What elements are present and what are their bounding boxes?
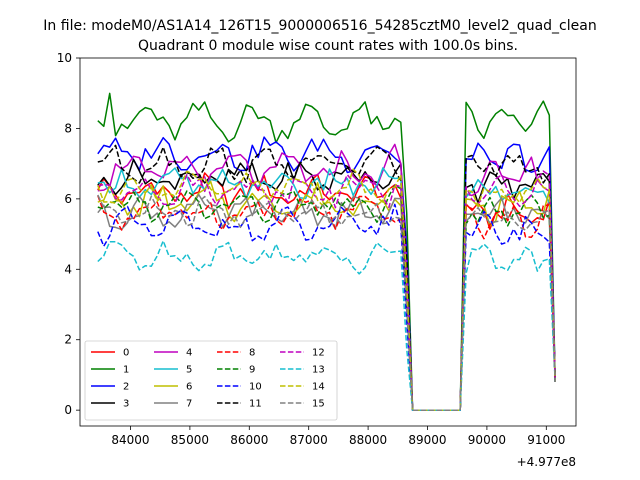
x-tick-label: 91000 — [527, 433, 565, 447]
series-line-2 — [97, 136, 556, 411]
plot-frame — [79, 57, 577, 427]
x-tick-label: 89000 — [408, 433, 446, 447]
x-tick-label: 84000 — [111, 433, 149, 447]
legend-label-12: 12 — [312, 348, 325, 359]
legend-label-13: 13 — [312, 365, 325, 376]
legend-box — [84, 340, 338, 421]
y-tick-label: 4 — [64, 262, 72, 276]
legend-label-7: 7 — [186, 399, 192, 410]
legend-label-15: 15 — [312, 399, 325, 410]
y-tick-label: 6 — [64, 192, 72, 206]
x-tick-label: 86000 — [230, 433, 268, 447]
x-tick-label: 90000 — [468, 433, 506, 447]
series-line-13 — [97, 240, 556, 411]
series-line-12 — [97, 170, 556, 411]
legend-label-2: 2 — [123, 382, 129, 393]
legend-label-8: 8 — [249, 348, 255, 359]
series-line-11 — [97, 144, 556, 411]
legend-label-0: 0 — [123, 348, 129, 359]
series-line-7 — [97, 193, 556, 411]
x-axis-offset-label: +4.977e8 — [517, 455, 576, 469]
y-tick-label: 8 — [64, 121, 72, 135]
y-tick-label: 10 — [57, 51, 72, 65]
series-line-8 — [97, 195, 556, 411]
legend-label-6: 6 — [186, 382, 192, 393]
x-axis-ticks: 84000 85000 86000 87000 88000 89000 90000 91000 — [111, 426, 565, 447]
legend-label-3: 3 — [123, 399, 129, 410]
chart-title: Quadrant 0 module wise count rates with … — [138, 38, 518, 54]
series-line-1 — [97, 92, 556, 411]
legend-label-1: 1 — [123, 365, 129, 376]
legend-label-5: 5 — [186, 365, 192, 376]
series-line-5 — [97, 167, 556, 411]
series-line-14 — [97, 168, 556, 411]
y-tick-label: 0 — [64, 403, 72, 417]
legend-label-10: 10 — [249, 382, 262, 393]
x-tick-label: 85000 — [171, 433, 209, 447]
series-line-9 — [97, 184, 556, 411]
series-line-15 — [97, 194, 556, 411]
legend-label-4: 4 — [186, 348, 192, 359]
y-tick-label: 2 — [64, 333, 72, 347]
legend-label-9: 9 — [249, 365, 255, 376]
x-tick-label: 88000 — [349, 433, 387, 447]
series-line-3 — [97, 158, 556, 411]
figure-suptitle: In file: modeM0/AS1A14_126T15_9000006516… — [43, 18, 596, 34]
legend-label-14: 14 — [312, 382, 325, 393]
legend-label-11: 11 — [249, 399, 262, 410]
series-layer — [97, 92, 556, 411]
x-tick-label: 87000 — [290, 433, 328, 447]
y-axis-ticks: 0 2 4 6 8 10 — [57, 51, 80, 417]
